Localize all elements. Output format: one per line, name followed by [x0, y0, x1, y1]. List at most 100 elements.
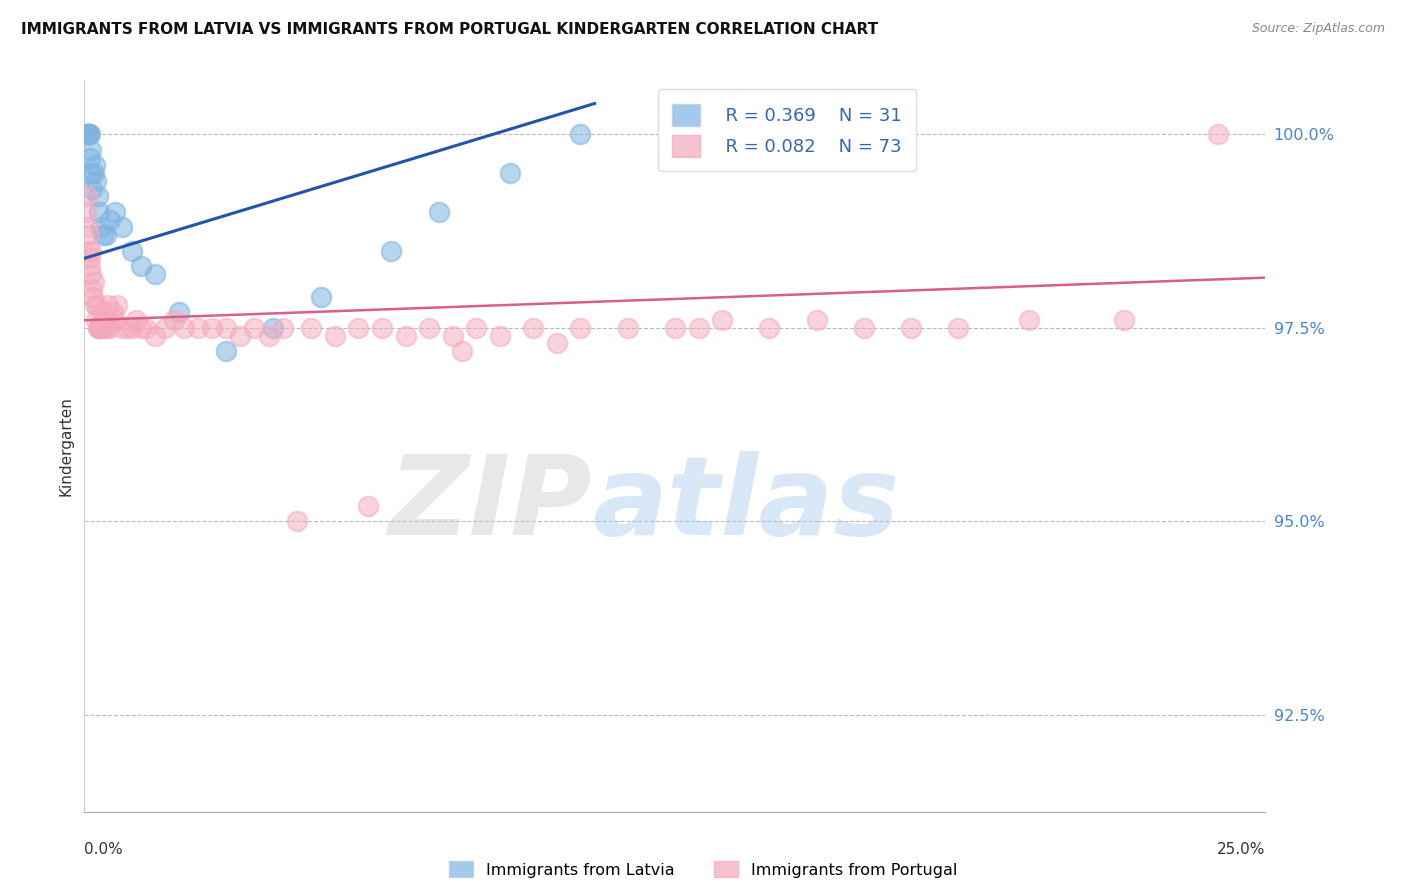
Point — [299, 321, 322, 335]
Point — [91, 228, 114, 243]
Point — [489, 328, 512, 343]
Point — [900, 321, 922, 335]
Point — [76, 189, 98, 203]
Legend: Immigrants from Latvia, Immigrants from Portugal: Immigrants from Latvia, Immigrants from … — [443, 855, 963, 884]
Point — [173, 321, 195, 335]
Point — [111, 321, 134, 335]
Point — [115, 321, 138, 335]
Point — [82, 282, 104, 296]
Y-axis label: Kindergarten: Kindergarten — [58, 396, 73, 496]
Point — [77, 244, 100, 258]
Point — [75, 205, 97, 219]
Point — [79, 151, 101, 165]
Point — [107, 298, 129, 312]
Point — [711, 313, 734, 327]
Point — [806, 313, 828, 327]
Point — [82, 181, 104, 195]
Point — [80, 143, 103, 157]
Point — [97, 298, 120, 312]
Point — [83, 298, 105, 312]
Point — [201, 321, 224, 335]
Point — [215, 344, 238, 359]
Point — [1018, 313, 1040, 327]
Point — [89, 321, 111, 335]
Point — [94, 228, 117, 243]
Point — [394, 328, 416, 343]
Point — [1112, 313, 1135, 327]
Text: 0.0%: 0.0% — [84, 842, 124, 857]
Point — [111, 220, 134, 235]
Point — [948, 321, 970, 335]
Point — [84, 174, 107, 188]
Point — [569, 128, 592, 142]
Point — [688, 321, 710, 335]
Text: IMMIGRANTS FROM LATVIA VS IMMIGRANTS FROM PORTUGAL KINDERGARTEN CORRELATION CHAR: IMMIGRANTS FROM LATVIA VS IMMIGRANTS FRO… — [21, 22, 879, 37]
Point — [163, 313, 186, 327]
Point — [418, 321, 440, 335]
Point — [104, 313, 127, 327]
Point — [98, 321, 121, 335]
Point — [101, 305, 124, 319]
Point — [852, 321, 875, 335]
Point — [83, 158, 105, 172]
Point — [143, 267, 166, 281]
Point — [498, 166, 520, 180]
Point — [84, 313, 107, 327]
Text: ZIP: ZIP — [388, 451, 592, 558]
Point — [257, 328, 280, 343]
Point — [1206, 128, 1229, 142]
Point — [83, 166, 105, 180]
Point — [229, 328, 252, 343]
Point — [79, 128, 101, 142]
Point — [758, 321, 780, 335]
Point — [79, 244, 101, 258]
Text: 25.0%: 25.0% — [1218, 842, 1265, 857]
Point — [90, 321, 112, 335]
Point — [79, 166, 101, 180]
Point — [94, 321, 117, 335]
Point — [87, 205, 110, 219]
Point — [451, 344, 474, 359]
Point — [90, 220, 112, 235]
Point — [522, 321, 544, 335]
Point — [465, 321, 488, 335]
Point — [371, 321, 394, 335]
Point — [215, 321, 238, 335]
Point — [86, 298, 108, 312]
Legend:   R = 0.369    N = 31,   R = 0.082    N = 73: R = 0.369 N = 31, R = 0.082 N = 73 — [658, 89, 917, 171]
Point — [125, 313, 148, 327]
Point — [309, 290, 332, 304]
Point — [79, 252, 101, 266]
Point — [93, 321, 115, 335]
Point — [380, 244, 402, 258]
Point — [129, 321, 152, 335]
Point — [323, 328, 346, 343]
Point — [86, 189, 108, 203]
Point — [153, 321, 176, 335]
Point — [569, 321, 592, 335]
Point — [96, 313, 118, 327]
Point — [76, 220, 98, 235]
Point — [77, 128, 100, 142]
Point — [441, 328, 464, 343]
Point — [427, 205, 450, 219]
Point — [271, 321, 294, 335]
Point — [546, 336, 568, 351]
Point — [79, 259, 101, 273]
Point — [616, 321, 638, 335]
Point — [243, 321, 266, 335]
Point — [98, 212, 121, 227]
Point — [121, 244, 143, 258]
Point — [104, 205, 127, 219]
Point — [83, 275, 105, 289]
Point — [91, 313, 114, 327]
Point — [86, 321, 108, 335]
Point — [285, 515, 308, 529]
Point — [357, 499, 380, 513]
Point — [167, 305, 190, 319]
Text: Source: ZipAtlas.com: Source: ZipAtlas.com — [1251, 22, 1385, 36]
Point — [347, 321, 370, 335]
Point — [262, 321, 284, 335]
Point — [80, 267, 103, 281]
Point — [77, 128, 100, 142]
